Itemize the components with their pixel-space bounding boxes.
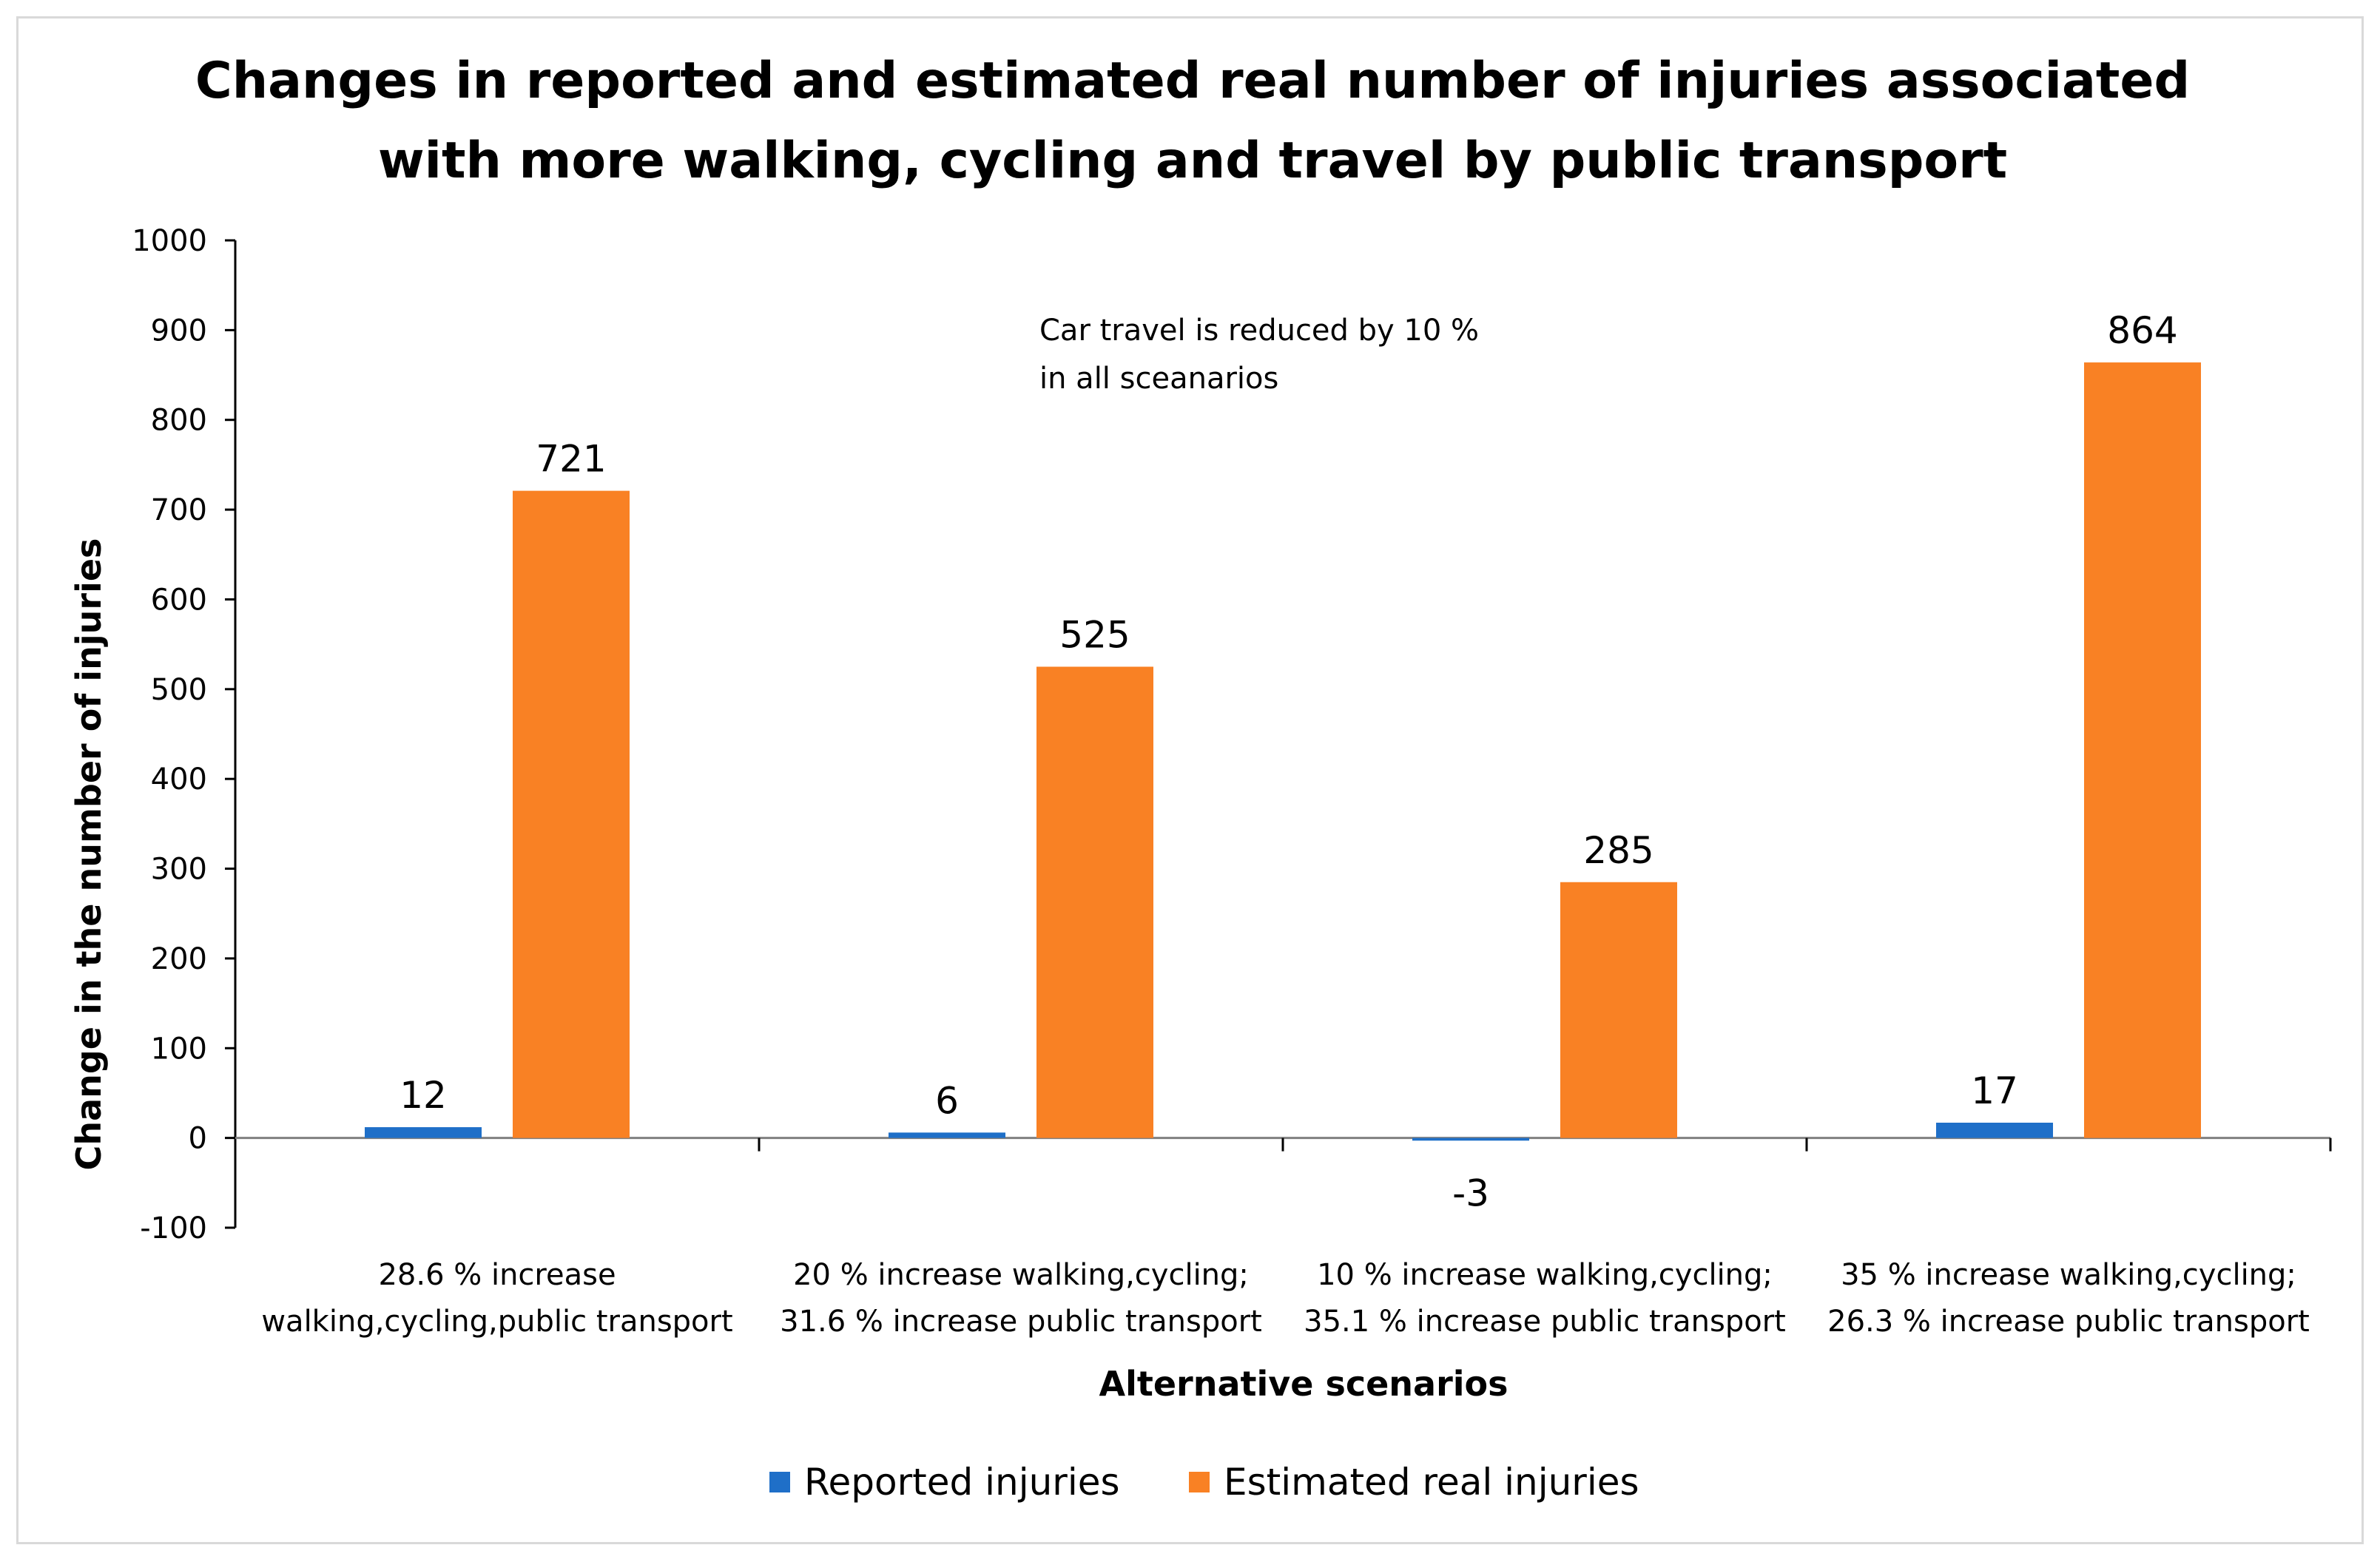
data-label: 285 bbox=[1583, 829, 1653, 872]
reported-injuries-bar bbox=[1936, 1123, 2053, 1138]
y-tick-label: 100 bbox=[151, 1032, 207, 1066]
category-label: 35 % increase walking,cycling; bbox=[1841, 1258, 2296, 1292]
data-label: 6 bbox=[935, 1079, 959, 1122]
y-tick-label: 300 bbox=[151, 853, 207, 887]
reported-injuries-bar bbox=[1412, 1137, 1529, 1141]
y-tick-label: 200 bbox=[151, 942, 207, 976]
estimated-real-injuries-bar bbox=[2084, 362, 2201, 1138]
y-tick-label: 0 bbox=[189, 1122, 207, 1156]
y-tick-label: 600 bbox=[151, 583, 207, 617]
category-label: walking,cycling,public transport bbox=[261, 1305, 732, 1339]
y-tick-label: 1000 bbox=[132, 224, 207, 258]
reported-injuries-bar bbox=[365, 1127, 482, 1138]
data-label: -3 bbox=[1452, 1172, 1489, 1215]
legend: Reported injuries Estimated real injuries bbox=[769, 1461, 1639, 1504]
chart-frame bbox=[16, 16, 2364, 1544]
y-tick-label: 500 bbox=[151, 673, 207, 707]
annotation-line-2: in all sceanarios bbox=[1039, 362, 1278, 396]
bars bbox=[365, 362, 2201, 1141]
legend-label: Reported injuries bbox=[804, 1461, 1120, 1504]
legend-label: Estimated real injuries bbox=[1224, 1461, 1639, 1504]
y-tick-label: 900 bbox=[151, 314, 207, 348]
legend-swatch bbox=[1189, 1472, 1210, 1492]
estimated-real-injuries-bar bbox=[1560, 882, 1677, 1138]
data-label: 17 bbox=[1971, 1069, 2018, 1112]
estimated-real-injuries-bar bbox=[513, 490, 630, 1138]
annotation-line-1: Car travel is reduced by 10 % bbox=[1039, 314, 1479, 348]
y-tick-label: -100 bbox=[140, 1211, 207, 1245]
y-tick-label: 400 bbox=[151, 763, 207, 797]
x-axis-label: Alternative scenarios bbox=[1099, 1364, 1508, 1404]
y-tick-label: 800 bbox=[151, 404, 207, 438]
y-tick-label: 700 bbox=[151, 493, 207, 527]
data-labels: 12 6 -3 17 721 525 285 864 bbox=[400, 309, 2178, 1215]
chart-title-line-2: with more walking, cycling and travel by… bbox=[378, 132, 2007, 190]
category-label: 35.1 % increase public transport bbox=[1304, 1305, 1786, 1339]
category-label: 26.3 % increase public transport bbox=[1827, 1305, 2310, 1339]
data-label: 12 bbox=[400, 1074, 447, 1117]
data-label: 525 bbox=[1059, 613, 1130, 656]
category-label: 20 % increase walking,cycling; bbox=[793, 1258, 1249, 1292]
category-labels: 28.6 % increase walking,cycling,public tr… bbox=[261, 1258, 2310, 1339]
estimated-real-injuries-bar bbox=[1036, 666, 1153, 1138]
y-axis-label: Change in the number of injuries bbox=[69, 538, 109, 1171]
legend-swatch bbox=[769, 1472, 790, 1492]
category-label: 10 % increase walking,cycling; bbox=[1317, 1258, 1773, 1292]
category-label: 31.6 % increase public transport bbox=[780, 1305, 1262, 1339]
category-label: 28.6 % increase bbox=[378, 1258, 616, 1292]
data-label: 721 bbox=[536, 438, 606, 481]
reported-injuries-bar bbox=[889, 1132, 1005, 1138]
chart-title-line-1: Changes in reported and estimated real n… bbox=[195, 52, 2190, 110]
data-label: 864 bbox=[2107, 309, 2177, 352]
